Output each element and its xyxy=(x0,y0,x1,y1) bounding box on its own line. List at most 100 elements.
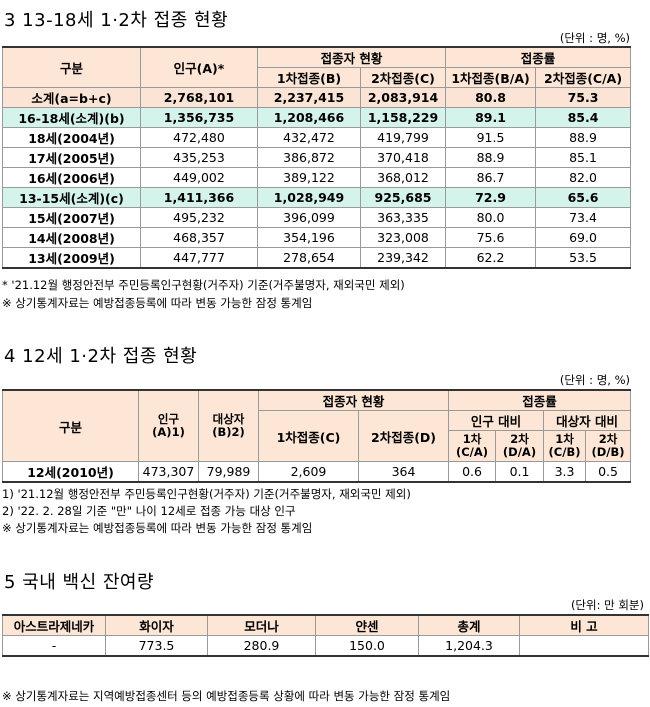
header-population: 인구 (A)1) xyxy=(138,389,199,462)
cell-label: 14세(2008년) xyxy=(2,227,141,248)
table-row: 14세(2008년) 468,357 354,196 323,008 75.6 69.0 xyxy=(2,227,632,248)
cell-rate1: 89.1 xyxy=(445,107,537,128)
cell-dose2: 370,418 xyxy=(359,147,447,168)
cell-dose2: 368,012 xyxy=(359,167,447,188)
header-vaccine: 총계 xyxy=(418,614,520,636)
cell-stock: 150.0 xyxy=(315,635,419,657)
cell-dose2: 419,799 xyxy=(359,127,447,148)
cell-label: 13-15세(소계)(c) xyxy=(2,187,141,208)
header-rate-d-b: 2차 (D/B) xyxy=(585,430,632,462)
cell-rate2: 75.3 xyxy=(535,87,632,108)
footnote: 2) '22. 2. 28일 기준 "만" 나이 12세로 접종 가능 대상 인… xyxy=(2,504,296,518)
footnote: ※ 상기통계자료는 예방접종등록에 따라 변동 가능한 잠정 통계임 xyxy=(2,521,313,535)
cell-dose1: 354,196 xyxy=(257,227,361,248)
cell-dose1: 2,609 xyxy=(258,461,359,483)
vaccine-stock-table: 아스트라제네카 화이자 모더나 얀센 총계 비 고 -773.5 280.9 150.0 1,2… xyxy=(2,614,649,657)
section-title: 4 12세 1·2차 접종 현황 xyxy=(4,346,198,367)
table-row: 13-15세(소계)(c) 1,411,366 1,028,949 925,685 72… xyxy=(2,187,632,208)
cell-rate-d-a: 0.1 xyxy=(495,461,545,483)
table-row: 16-18세(소계)(b) 1,356,735 1,208,466 1,158,229… xyxy=(2,107,632,128)
cell-rate1: 80.8 xyxy=(445,87,537,108)
cell-population: 2,768,101 xyxy=(140,87,258,108)
table-row: 소계(a=b+c) 2,768,101 2,237,415 2,083,914 80.8… xyxy=(2,87,632,108)
table-row: 12세(2010년) 473,307 79,989 2,609 364 0.6 … xyxy=(2,461,632,483)
cell-rate2: 82.0 xyxy=(535,167,632,188)
cell-population: 1,356,735 xyxy=(140,107,258,128)
cell-dose2: 925,685 xyxy=(359,187,447,208)
header-category: 구분 xyxy=(2,46,141,88)
cell-dose2: 323,008 xyxy=(359,227,447,248)
cell-population: 472,480 xyxy=(140,127,258,148)
cell-stock: - xyxy=(2,635,106,657)
header-dose1: 1차접종(C) xyxy=(258,410,359,462)
header-dose1: 1차접종(B) xyxy=(257,67,361,88)
unit-label: (단위: 만 회분) xyxy=(570,598,644,612)
cell-rate1: 62.2 xyxy=(445,247,537,269)
section-title: 5 국내 백신 잔여량 xyxy=(4,572,155,593)
table-row: 15세(2007년) 495,232 396,099 363,335 80.0 73.4 xyxy=(2,207,632,228)
header-target: 대상자 (B)2) xyxy=(198,389,259,462)
cell-rate2: 69.0 xyxy=(535,227,632,248)
header-vaccine: 비 고 xyxy=(519,614,649,636)
cell-rate2: 65.6 xyxy=(535,187,632,208)
unit-label: (단위 : 명, %) xyxy=(559,31,630,45)
cell-population: 447,777 xyxy=(140,247,258,269)
cell-rate1: 88.9 xyxy=(445,147,537,168)
cell-dose1: 278,654 xyxy=(257,247,361,269)
cell-rate-c-a: 0.6 xyxy=(448,461,497,483)
section-title: 3 13-18세 1·2차 접종 현황 xyxy=(4,10,229,31)
cell-target: 79,989 xyxy=(198,461,259,483)
header-vaccine: 화이자 xyxy=(105,614,208,636)
header-rate-c-b: 1차 (C/B) xyxy=(543,430,587,462)
cell-rate1: 80.0 xyxy=(445,207,537,228)
cell-rate1: 72.9 xyxy=(445,187,537,208)
table-row: 13세(2009년) 447,777 278,654 239,342 62.2 53.5 xyxy=(2,247,632,269)
cell-stock: 280.9 xyxy=(207,635,316,657)
cell-dose1: 389,122 xyxy=(257,167,361,188)
header-vs-population: 인구 대비 xyxy=(448,410,545,431)
cell-label: 17세(2005년) xyxy=(2,147,141,168)
cell-rate-d-b: 0.5 xyxy=(585,461,632,483)
cell-dose1: 386,872 xyxy=(257,147,361,168)
unit-label: (단위 : 명, %) xyxy=(559,373,630,387)
vaccination-12-table: 구분 인구 (A)1) 대상자 (B)2) 접종자 현황 접종률 1차접종(C) 2… xyxy=(2,389,632,483)
cell-rate2: 88.9 xyxy=(535,127,632,148)
header-vaccine: 아스트라제네카 xyxy=(2,614,106,636)
cell-label: 18세(2004년) xyxy=(2,127,141,148)
header-vaccinated: 접종자 현황 xyxy=(256,46,447,68)
table-row: 18세(2004년) 472,480 432,472 419,799 91.5 88.9 xyxy=(2,127,632,148)
cell-rate2: 73.4 xyxy=(535,207,632,228)
header-population: 인구(A)* xyxy=(140,46,258,88)
table-row: 16세(2006년) 449,002 389,122 368,012 86.7 82.0 xyxy=(2,167,632,188)
cell-dose1: 1,208,466 xyxy=(257,107,361,128)
cell-dose1: 396,099 xyxy=(257,207,361,228)
cell-dose2: 2,083,914 xyxy=(359,87,447,108)
header-rate: 접종률 xyxy=(445,46,632,68)
header-rate1: 1차접종(B/A) xyxy=(445,67,537,88)
vaccination-13-18-table: 구분 인구(A)* 접종자 현황 접종률 1차접종(B) 2차접종(C) 1차접… xyxy=(2,46,632,269)
cell-population: 435,253 xyxy=(140,147,258,168)
cell-population: 468,357 xyxy=(140,227,258,248)
cell-dose1: 1,028,949 xyxy=(257,187,361,208)
header-vaccinated: 접종자 현황 xyxy=(257,389,450,411)
cell-rate1: 75.6 xyxy=(445,227,537,248)
header-vaccine: 얀센 xyxy=(315,614,419,636)
cell-dose2: 364 xyxy=(357,461,450,483)
cell-population: 449,002 xyxy=(140,167,258,188)
footnote: 1) '21.12월 행정안전부 주민등록인구현황(거주자) 기준(거주불명자,… xyxy=(2,487,411,501)
cell-dose2: 1,158,229 xyxy=(359,107,447,128)
cell-rate-c-b: 3.3 xyxy=(543,461,587,483)
header-rate: 접종률 xyxy=(448,389,632,411)
cell-population: 495,232 xyxy=(140,207,258,228)
cell-rate1: 86.7 xyxy=(445,167,537,188)
footnote: * '21.12월 행정안전부 주민등록인구현황(거주자) 기준(거주불명자, … xyxy=(2,278,405,292)
cell-label: 16-18세(소계)(b) xyxy=(2,107,141,128)
cell-label: 소계(a=b+c) xyxy=(2,87,141,108)
header-vs-target: 대상자 대비 xyxy=(543,410,632,431)
cell-rate2: 85.4 xyxy=(535,107,632,128)
cell-population: 1,411,366 xyxy=(140,187,258,208)
cell-dose2: 363,335 xyxy=(359,207,447,228)
cell-label: 15세(2007년) xyxy=(2,207,141,228)
cell-stock: 1,204.3 xyxy=(418,635,520,657)
cell-rate1: 91.5 xyxy=(445,127,537,148)
